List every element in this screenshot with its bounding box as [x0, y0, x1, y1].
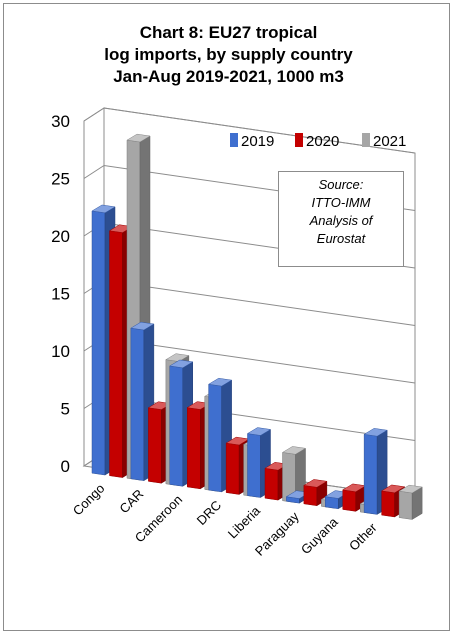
bar-front [169, 365, 183, 487]
legend-swatch-2021 [362, 133, 370, 147]
bar-top [165, 353, 190, 362]
bar-top [246, 427, 272, 436]
bar-top [363, 428, 388, 437]
legend-swatch-2019 [230, 133, 238, 147]
bar-top [303, 479, 328, 488]
y-tick-label: 0 [61, 457, 70, 476]
y-tick-label: 20 [51, 227, 70, 246]
y-tick-label: 15 [51, 285, 70, 304]
y-axis-ticks: 0 5 10 15 20 25 30 [51, 112, 70, 476]
category-label-other: Other [346, 520, 380, 554]
legend-label-2019: 2019 [241, 133, 274, 150]
legend-label-2021: 2021 [373, 133, 406, 150]
source-box: Source: ITTO-IMM Analysis of Eurostat [278, 171, 404, 267]
category-label-car: CAR [116, 486, 146, 516]
bar-front [148, 407, 162, 484]
legend-swatch-2020 [295, 133, 303, 147]
y-tick-label: 5 [61, 400, 70, 419]
legend-label-2020: 2020 [306, 133, 339, 150]
bar-top [169, 359, 194, 369]
category-label-drc: DRC [194, 497, 225, 528]
y-tick-label: 25 [51, 170, 70, 189]
y-tick-label: 30 [51, 112, 70, 131]
bar-front [109, 230, 123, 478]
category-label-guyana: Guyana [298, 514, 341, 557]
bar-top [398, 484, 423, 494]
bars [91, 133, 423, 520]
bar-front [187, 407, 201, 490]
legend: 2019 2020 2021 [230, 133, 406, 150]
bar-top [380, 484, 406, 494]
bar-top [91, 204, 116, 214]
bar-front [225, 442, 240, 495]
title-line-1: Chart 8: EU27 tropical [139, 23, 318, 42]
chart-title: Chart 8: EU27 tropical log imports, by s… [0, 22, 457, 88]
source-line-1: Source: [318, 177, 364, 192]
bar-paraguay-2020 [303, 479, 328, 507]
gridline [83, 107, 416, 154]
bar-car-2019 [130, 321, 155, 482]
category-label-liberia: Liberia [225, 503, 264, 542]
title-line-3: Jan-Aug 2019-2021, 1000 m3 [113, 67, 344, 86]
bar-top [126, 133, 151, 143]
source-line-2: ITTO-IMM [311, 195, 371, 210]
bar-drc-2019 [207, 377, 233, 493]
bar-front [342, 489, 356, 512]
bar-top [281, 446, 307, 455]
bar-liberia-2021 [281, 446, 307, 504]
bar-front [363, 434, 378, 515]
bar-top [130, 321, 155, 331]
category-label-congo: Congo [70, 481, 108, 519]
bar-front [91, 210, 106, 476]
title-line-2: log imports, by supply country [104, 45, 353, 64]
bar-front [130, 327, 145, 481]
bar-other-2021 [398, 484, 423, 520]
bar-front [247, 433, 261, 498]
bar-front [264, 468, 279, 501]
bar-top [207, 377, 233, 387]
source-line-3: Analysis of [309, 213, 373, 228]
bar-front [303, 485, 318, 506]
y-tick-label: 10 [51, 342, 70, 361]
source-line-4: Eurostat [316, 231, 366, 246]
bar-front [398, 490, 413, 520]
bar-front [381, 490, 395, 518]
bar-front [208, 383, 222, 493]
